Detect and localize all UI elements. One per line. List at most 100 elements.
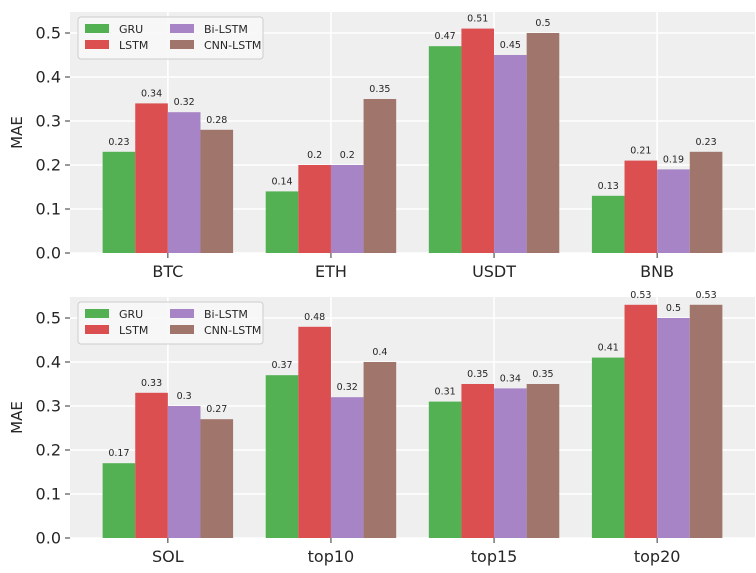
y-tick-label: 0.4 (36, 67, 61, 86)
bar-value-label: 0.53 (630, 290, 651, 301)
y-tick-label: 0.1 (36, 484, 61, 503)
bar (657, 169, 690, 253)
bar-value-label: 0.13 (598, 181, 619, 192)
legend-swatch (170, 325, 194, 334)
bar-value-label: 0.53 (695, 290, 716, 301)
legend-item-bi-lstm: Bi-LSTM (170, 23, 248, 36)
y-tick-label: 0.0 (36, 244, 61, 263)
y-tick-label: 0.2 (36, 155, 61, 174)
legend-swatch (85, 309, 109, 318)
y-tick-label: 0.3 (36, 396, 61, 415)
bar-value-label: 0.35 (369, 84, 390, 95)
bar-value-label: 0.21 (630, 146, 651, 157)
series-cnn-lstm: 0.28 0.35 0.5 0.23 (200, 18, 723, 253)
bar-value-label: 0.45 (500, 40, 521, 51)
x-tick-label: BTC (152, 262, 183, 281)
bar (526, 383, 560, 538)
legend-label: CNN-LSTM (204, 39, 261, 52)
series-bi-lstm: 0.32 0.2 0.45 0.19 (167, 40, 690, 253)
bar-value-label: 0.23 (108, 137, 129, 148)
legend-label: LSTM (119, 39, 148, 52)
bar-value-label: 0.51 (467, 14, 488, 25)
series-bi-lstm: 0.3 0.32 0.34 0.5 (167, 303, 690, 538)
legend-item-gru: GRU (85, 308, 143, 321)
legend-swatch (85, 40, 109, 49)
bar (265, 375, 299, 538)
series-cnn-lstm: 0.27 0.4 0.35 0.53 (200, 290, 723, 538)
bar (624, 160, 658, 253)
bar (298, 164, 331, 253)
x-tick-label: top20 (634, 547, 681, 566)
x-tick-label: BNB (640, 262, 674, 281)
series-gru: 0.17 0.37 0.31 0.41 (102, 343, 625, 538)
legend-item-lstm: LSTM (85, 39, 148, 52)
bar (330, 397, 364, 538)
bar (102, 463, 136, 538)
bar-value-label: 0.48 (304, 312, 325, 323)
bar (689, 304, 723, 538)
legend-swatch (170, 40, 194, 49)
bar-value-label: 0.14 (271, 176, 292, 187)
chart-panel-2: 0.170.370.310.410.330.480.350.530.30.320… (8, 290, 755, 566)
bar-value-label: 0.5 (535, 18, 550, 29)
bar-value-label: 0.47 (435, 31, 456, 42)
bar-value-label: 0.31 (435, 387, 456, 398)
bar (461, 28, 495, 254)
legend-box (77, 16, 264, 60)
bar (135, 392, 168, 538)
y-tick-label: 0.0 (36, 529, 61, 548)
bar-value-label: 0.32 (174, 97, 195, 108)
bar (657, 317, 690, 538)
x-tick-label: top15 (471, 547, 518, 566)
y-tick-label: 0.5 (36, 23, 61, 42)
legend-label: CNN-LSTM (204, 324, 261, 337)
bar (330, 164, 364, 253)
legend-label: Bi-LSTM (204, 23, 248, 36)
x-tick-label: ETH (315, 262, 347, 281)
bar-value-label: 0.35 (532, 369, 553, 380)
legend: GRU LSTM Bi-LSTM CNN-LSTM (77, 16, 264, 60)
bar-value-label: 0.3 (177, 391, 192, 402)
legend-item-bi-lstm: Bi-LSTM (170, 308, 248, 321)
legend-item-lstm: LSTM (85, 324, 148, 337)
bar (494, 54, 527, 253)
y-tick-label: 0.4 (36, 352, 61, 371)
bar-value-label: 0.2 (307, 150, 322, 161)
bar (102, 151, 136, 253)
bar-value-label: 0.37 (271, 360, 292, 371)
bar-value-label: 0.27 (206, 404, 227, 415)
legend-label: LSTM (119, 324, 148, 337)
y-tick-label: 0.3 (36, 111, 61, 130)
legend-item-gru: GRU (85, 23, 143, 36)
bar (494, 388, 527, 538)
legend-item-cnn-lstm: CNN-LSTM (170, 324, 261, 337)
series-lstm: 0.33 0.48 0.35 0.53 (135, 290, 658, 538)
y-tick-label: 0.2 (36, 440, 61, 459)
bar-value-label: 0.28 (206, 115, 227, 126)
bar (265, 191, 299, 253)
bar (363, 361, 397, 538)
bar-value-label: 0.34 (500, 373, 521, 384)
bar (428, 46, 462, 254)
legend-label: GRU (119, 23, 143, 36)
bar (526, 32, 560, 253)
legend-box (77, 301, 264, 345)
legend-item-cnn-lstm: CNN-LSTM (170, 39, 261, 52)
bar (200, 129, 234, 253)
bar (689, 151, 723, 253)
bar (624, 304, 658, 538)
bar-value-label: 0.32 (337, 382, 358, 393)
x-tick-label: top10 (308, 547, 355, 566)
y-axis-label: MAE (8, 401, 26, 434)
bar-value-label: 0.23 (695, 137, 716, 148)
legend-label: Bi-LSTM (204, 308, 248, 321)
legend-swatch (170, 309, 194, 318)
x-tick-label: SOL (152, 547, 184, 566)
bar-value-label: 0.2 (340, 150, 355, 161)
bar (591, 357, 625, 538)
bar-value-label: 0.34 (141, 88, 162, 99)
legend: GRU LSTM Bi-LSTM CNN-LSTM (77, 301, 264, 345)
bar (461, 383, 495, 538)
bar (200, 419, 234, 538)
